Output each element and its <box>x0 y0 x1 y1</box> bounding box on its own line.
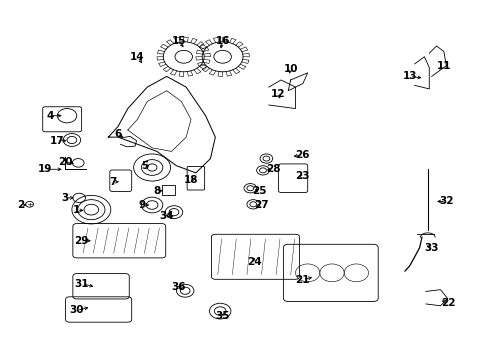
Text: 2: 2 <box>17 200 24 210</box>
Text: 23: 23 <box>295 171 309 181</box>
Text: 36: 36 <box>171 282 186 292</box>
Text: 26: 26 <box>295 150 309 160</box>
Text: 9: 9 <box>139 200 145 210</box>
Text: 13: 13 <box>402 71 416 81</box>
Text: 1: 1 <box>73 205 80 215</box>
Text: 31: 31 <box>74 279 89 289</box>
Text: 20: 20 <box>58 157 73 167</box>
Text: 3: 3 <box>61 193 68 203</box>
Text: 27: 27 <box>254 200 268 210</box>
Text: 5: 5 <box>141 161 148 171</box>
Text: 17: 17 <box>50 136 64 146</box>
Text: 18: 18 <box>183 175 198 185</box>
Text: 25: 25 <box>251 186 266 196</box>
Text: 11: 11 <box>436 61 450 71</box>
Text: 35: 35 <box>215 311 229 321</box>
Text: 33: 33 <box>424 243 438 253</box>
Text: 6: 6 <box>114 129 122 139</box>
Text: 28: 28 <box>266 164 280 174</box>
Text: 15: 15 <box>171 36 186 46</box>
Text: 30: 30 <box>69 305 84 315</box>
Text: 24: 24 <box>246 257 261 267</box>
Text: 12: 12 <box>271 89 285 99</box>
Text: 14: 14 <box>130 52 144 62</box>
Text: 32: 32 <box>438 197 452 206</box>
Text: 8: 8 <box>153 186 160 196</box>
Text: 34: 34 <box>159 211 174 221</box>
Text: 21: 21 <box>295 275 309 285</box>
Text: 22: 22 <box>441 298 455 308</box>
Text: 16: 16 <box>215 36 229 46</box>
Text: 7: 7 <box>109 177 117 187</box>
Text: 4: 4 <box>46 111 54 121</box>
Text: 29: 29 <box>74 236 89 246</box>
Text: 10: 10 <box>283 64 297 74</box>
Text: 19: 19 <box>38 164 52 174</box>
